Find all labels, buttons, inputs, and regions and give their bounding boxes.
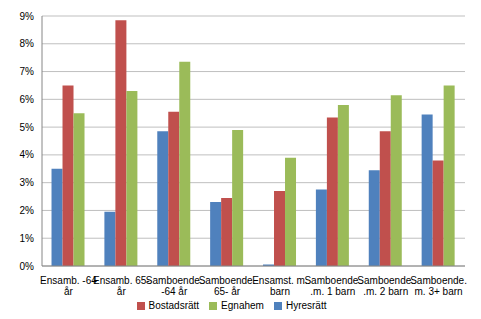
svg-text:0%: 0%	[20, 261, 35, 272]
svg-text:6%: 6%	[20, 94, 35, 105]
svg-text:8%: 8%	[20, 38, 35, 49]
svg-text:Samboende..m. 1 barn: Samboende..m. 1 barn	[304, 275, 361, 297]
svg-text:1%: 1%	[20, 233, 35, 244]
svg-text:Ensamb. 65-år: Ensamb. 65-år	[93, 275, 150, 297]
html-text:Egnahem: Egnahem	[221, 300, 264, 311]
svg-text:4%: 4%	[20, 149, 35, 160]
svg-text:2%: 2%	[20, 205, 35, 216]
svg-text:Ensamb. -64år: Ensamb. -64år	[40, 275, 97, 297]
svg-text:7%: 7%	[20, 66, 35, 77]
svg-text:3%: 3%	[20, 177, 35, 188]
html-text:Hyresrätt: Hyresrätt	[285, 300, 327, 311]
html-text:Bostadsrätt: Bostadsrätt	[148, 300, 200, 311]
svg-text:Samboende.65- år: Samboende.65- år	[199, 275, 256, 297]
svg-text:Samboende.m. 3+ barn: Samboende.m. 3+ barn	[410, 275, 467, 297]
svg-text:9%: 9%	[20, 11, 35, 22]
svg-text:Ensamst. m.barn: Ensamst. m.barn	[252, 275, 308, 297]
svg-text:Samboende.-64 år: Samboende.-64 år	[146, 275, 203, 297]
svg-text:Samboende..m. 2 barn: Samboende..m. 2 barn	[357, 275, 414, 297]
svg-text:5%: 5%	[20, 122, 35, 133]
